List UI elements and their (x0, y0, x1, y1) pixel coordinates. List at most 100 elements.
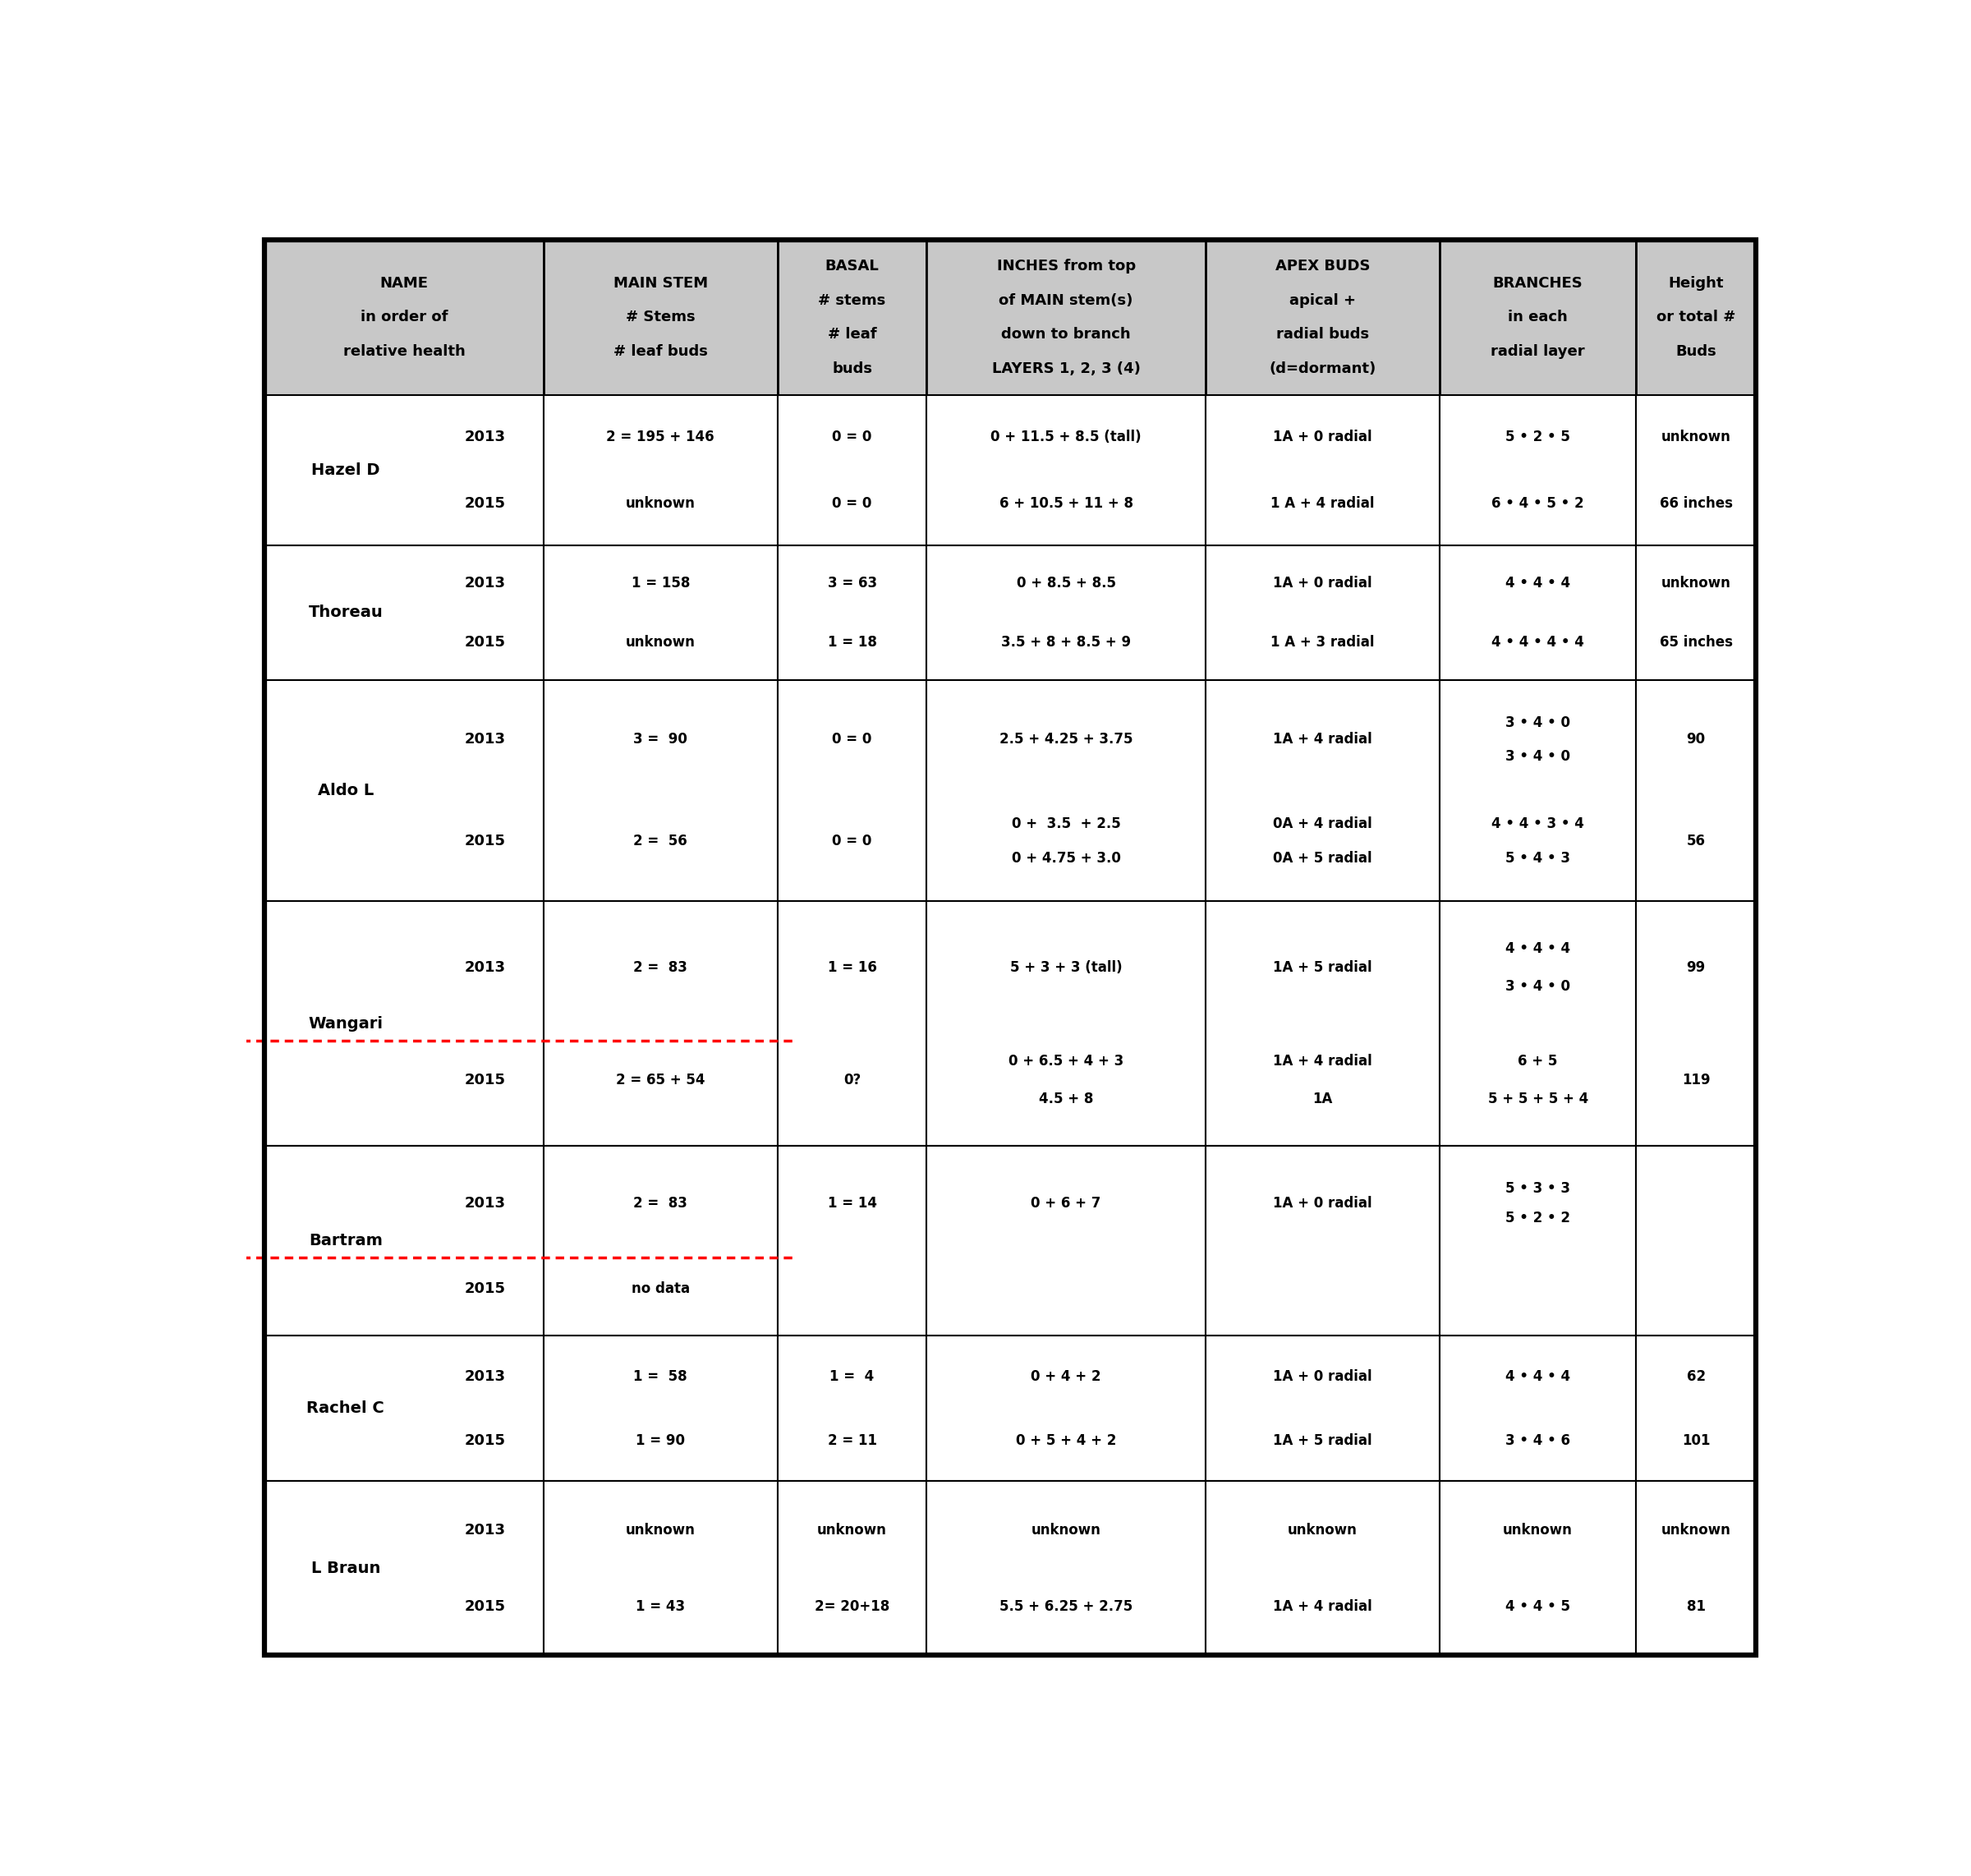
Text: Aldo L: Aldo L (317, 782, 374, 799)
Text: 2 = 195 + 146: 2 = 195 + 146 (607, 430, 715, 445)
Text: 1A + 4 radial: 1A + 4 radial (1273, 1054, 1372, 1069)
Bar (779, 1336, 926, 1482)
Text: 0 = 0: 0 = 0 (832, 495, 871, 510)
Bar (264, 900, 544, 1146)
Text: 4 • 4 • 4: 4 • 4 • 4 (1506, 942, 1571, 955)
Text: 2 =  83: 2 = 83 (633, 961, 688, 976)
Text: 6 • 4 • 5 • 2: 6 • 4 • 5 • 2 (1492, 495, 1585, 510)
Bar (544, 396, 779, 546)
Text: 2013: 2013 (465, 1523, 505, 1538)
Text: 4 • 4 • 4: 4 • 4 • 4 (1506, 1369, 1571, 1384)
Text: 4 • 4 • 4 • 4: 4 • 4 • 4 • 4 (1492, 634, 1585, 649)
Bar (1439, 1336, 1636, 1482)
Text: 0 + 5 + 4 + 2: 0 + 5 + 4 + 2 (1015, 1433, 1116, 1448)
Text: 0 + 8.5 + 8.5: 0 + 8.5 + 8.5 (1017, 576, 1116, 591)
Text: 5 • 2 • 5: 5 • 2 • 5 (1506, 430, 1571, 445)
Text: unknown: unknown (1287, 1523, 1358, 1538)
Text: 2015: 2015 (465, 1073, 505, 1088)
Text: 2.5 + 4.25 + 3.75: 2.5 + 4.25 + 3.75 (999, 732, 1133, 747)
Text: MAIN STEM: MAIN STEM (613, 276, 708, 291)
Text: relative health: relative health (343, 345, 465, 358)
Text: apical +: apical + (1289, 293, 1356, 308)
Bar (1439, 546, 1636, 679)
Text: 3 = 63: 3 = 63 (828, 576, 877, 591)
Text: 4 • 4 • 5: 4 • 4 • 5 (1506, 1598, 1571, 1613)
Text: 1 = 14: 1 = 14 (828, 1195, 877, 1210)
Text: 1A + 5 radial: 1A + 5 radial (1273, 1433, 1372, 1448)
Text: 0A + 4 radial: 0A + 4 radial (1273, 816, 1372, 831)
Text: unknown: unknown (1662, 430, 1731, 445)
Text: buds: buds (832, 362, 873, 377)
Text: Thoreau: Thoreau (307, 604, 382, 621)
Bar (544, 1146, 779, 1336)
Text: 5 • 3 • 3: 5 • 3 • 3 (1506, 1182, 1571, 1195)
Text: Hazel D: Hazel D (311, 463, 380, 478)
Text: 2 = 11: 2 = 11 (828, 1433, 877, 1448)
Bar (1439, 900, 1636, 1146)
Bar (264, 546, 544, 679)
Text: 65 inches: 65 inches (1660, 634, 1733, 649)
Text: 1A: 1A (1313, 1092, 1332, 1107)
Text: 2013: 2013 (465, 732, 505, 747)
Text: APEX BUDS: APEX BUDS (1275, 259, 1370, 274)
Text: 6 + 10.5 + 11 + 8: 6 + 10.5 + 11 + 8 (999, 495, 1133, 510)
Bar (1636, 240, 1756, 396)
Bar (1636, 679, 1756, 900)
Text: 2015: 2015 (465, 1433, 505, 1448)
Bar (1206, 546, 1439, 679)
Text: 1A + 4 radial: 1A + 4 radial (1273, 1598, 1372, 1613)
Bar (544, 900, 779, 1146)
Bar (1636, 1336, 1756, 1482)
Text: 5 • 4 • 3: 5 • 4 • 3 (1506, 852, 1571, 867)
Text: 0 = 0: 0 = 0 (832, 732, 871, 747)
Text: in order of: in order of (361, 310, 447, 325)
Bar (1439, 240, 1636, 396)
Text: 0 + 11.5 + 8.5 (tall): 0 + 11.5 + 8.5 (tall) (991, 430, 1141, 445)
Bar (926, 1146, 1206, 1336)
Text: 2= 20+18: 2= 20+18 (814, 1598, 889, 1613)
Text: 5 + 5 + 5 + 4: 5 + 5 + 5 + 4 (1488, 1092, 1589, 1107)
Text: 2013: 2013 (465, 1195, 505, 1210)
Text: radial layer: radial layer (1490, 345, 1585, 358)
Text: unknown: unknown (625, 634, 696, 649)
Bar (1206, 1336, 1439, 1482)
Text: 56: 56 (1687, 835, 1705, 848)
Bar (544, 1336, 779, 1482)
Text: Rachel C: Rachel C (307, 1401, 384, 1416)
Bar (779, 396, 926, 546)
Text: radial buds: radial buds (1275, 326, 1370, 341)
Text: unknown: unknown (1662, 576, 1731, 591)
Bar (264, 1336, 544, 1482)
Text: 3 • 4 • 0: 3 • 4 • 0 (1506, 979, 1571, 994)
Bar (544, 679, 779, 900)
Text: 5 • 2 • 2: 5 • 2 • 2 (1506, 1210, 1571, 1225)
Bar (1206, 679, 1439, 900)
Text: 0 + 6.5 + 4 + 3: 0 + 6.5 + 4 + 3 (1009, 1054, 1123, 1069)
Text: 1A + 0 radial: 1A + 0 radial (1273, 576, 1372, 591)
Bar (264, 1482, 544, 1655)
Text: 0A + 5 radial: 0A + 5 radial (1273, 852, 1372, 867)
Text: L Braun: L Braun (311, 1561, 380, 1576)
Text: NAME: NAME (380, 276, 428, 291)
Bar (926, 240, 1206, 396)
Text: (d=dormant): (d=dormant) (1269, 362, 1376, 377)
Bar (544, 1482, 779, 1655)
Text: 0 = 0: 0 = 0 (832, 430, 871, 445)
Bar (779, 240, 926, 396)
Text: 1A + 0 radial: 1A + 0 radial (1273, 1195, 1372, 1210)
Text: BASAL: BASAL (826, 259, 879, 274)
Text: 3 • 4 • 6: 3 • 4 • 6 (1506, 1433, 1571, 1448)
Text: 3.5 + 8 + 8.5 + 9: 3.5 + 8 + 8.5 + 9 (1001, 634, 1131, 649)
Text: 1A + 0 radial: 1A + 0 radial (1273, 430, 1372, 445)
Text: 2015: 2015 (465, 1281, 505, 1296)
Bar (926, 546, 1206, 679)
Text: 81: 81 (1687, 1598, 1705, 1613)
Text: 1A + 5 radial: 1A + 5 radial (1273, 961, 1372, 976)
Bar (1206, 240, 1439, 396)
Text: unknown: unknown (625, 495, 696, 510)
Text: 2013: 2013 (465, 576, 505, 591)
Text: 2015: 2015 (465, 495, 505, 510)
Text: 0 + 4 + 2: 0 + 4 + 2 (1031, 1369, 1102, 1384)
Bar (926, 1482, 1206, 1655)
Text: down to branch: down to branch (1001, 326, 1131, 341)
